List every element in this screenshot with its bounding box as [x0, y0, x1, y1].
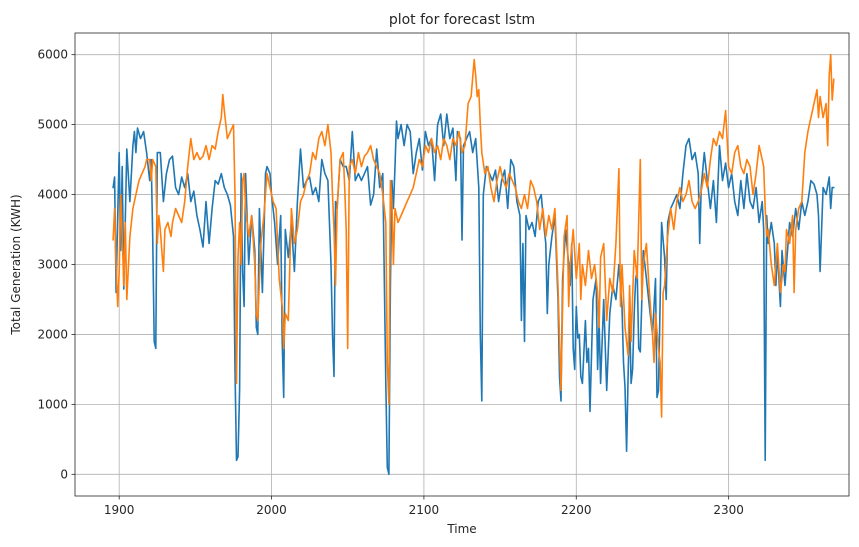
x-axis: 1900 2000 2100 2200 2300 — [104, 496, 744, 517]
y-tick-label: 1000 — [37, 397, 68, 411]
x-tick-label: 2100 — [409, 503, 440, 517]
y-tick-label: 2000 — [37, 327, 68, 341]
x-tick-label: 2000 — [256, 503, 287, 517]
y-tick-label: 3000 — [37, 258, 68, 272]
series-line-2 — [112, 53, 835, 418]
y-tick-label: 4000 — [37, 188, 68, 202]
series-line-1 — [112, 113, 835, 476]
y-tick-label: 6000 — [37, 48, 68, 62]
series-group — [112, 53, 835, 476]
chart-title: plot for forecast lstm — [389, 12, 535, 28]
y-axis-label: Total Generation (KWH) — [9, 194, 23, 335]
x-tick-label: 2300 — [713, 503, 744, 517]
grid — [75, 33, 849, 496]
y-axis: 0 1000 2000 3000 4000 5000 6000 — [37, 48, 75, 481]
y-tick-label: 0 — [60, 467, 68, 481]
x-tick-label: 1900 — [104, 503, 135, 517]
y-tick-label: 5000 — [37, 118, 68, 132]
x-axis-label: Time — [446, 522, 476, 536]
x-tick-label: 2200 — [561, 503, 592, 517]
